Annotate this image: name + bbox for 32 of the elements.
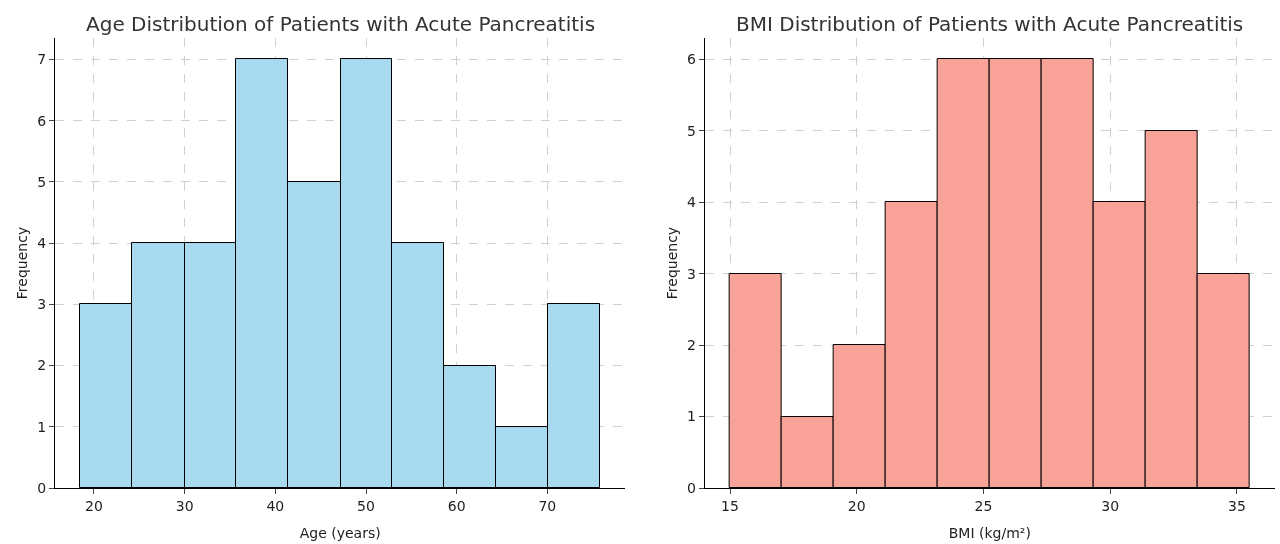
y-axis-title: Frequency xyxy=(13,226,30,300)
x-tick-label: 20 xyxy=(85,497,103,514)
y-tick-label: 4 xyxy=(686,194,696,211)
x-tick-label: 60 xyxy=(447,497,466,514)
x-tick-label: 15 xyxy=(721,497,739,514)
y-tick-label: 7 xyxy=(37,51,47,68)
y-tick-label: 6 xyxy=(686,51,696,68)
y-tick-label: 2 xyxy=(37,357,47,374)
y-tick-label: 3 xyxy=(686,265,696,282)
chart-title: Age Distribution of Patients with Acute Pancreatitis xyxy=(86,12,596,36)
x-axis-title: Age (years) xyxy=(299,525,381,542)
x-tick-label: 30 xyxy=(1101,497,1120,514)
y-tick-label: 1 xyxy=(37,418,47,435)
y-tick-label: 4 xyxy=(37,235,47,251)
x-tick-label: 35 xyxy=(1228,497,1246,514)
x-tick-label: 30 xyxy=(175,497,194,514)
x-tick-label: 40 xyxy=(266,497,285,514)
y-tick-label: 1 xyxy=(686,408,696,425)
chart-title: BMI Distribution of Patients with Acute Pancreatitis xyxy=(736,12,1244,36)
x-tick-label: 25 xyxy=(974,497,993,514)
y-tick-label: 6 xyxy=(37,112,47,129)
x-axis-title: BMI (kg/m²) xyxy=(948,525,1031,542)
y-tick-label: 5 xyxy=(686,122,696,139)
x-tick-label: 50 xyxy=(357,497,375,514)
y-axis-title: Frequency xyxy=(663,226,680,300)
x-tick-label: 70 xyxy=(538,497,557,514)
x-tick-label: 20 xyxy=(847,497,866,514)
y-tick-label: 5 xyxy=(37,173,47,190)
y-tick-label: 2 xyxy=(686,337,696,354)
y-tick-label: 0 xyxy=(37,479,47,496)
y-tick-label: 3 xyxy=(37,296,47,313)
y-tick-label: 0 xyxy=(686,479,696,496)
